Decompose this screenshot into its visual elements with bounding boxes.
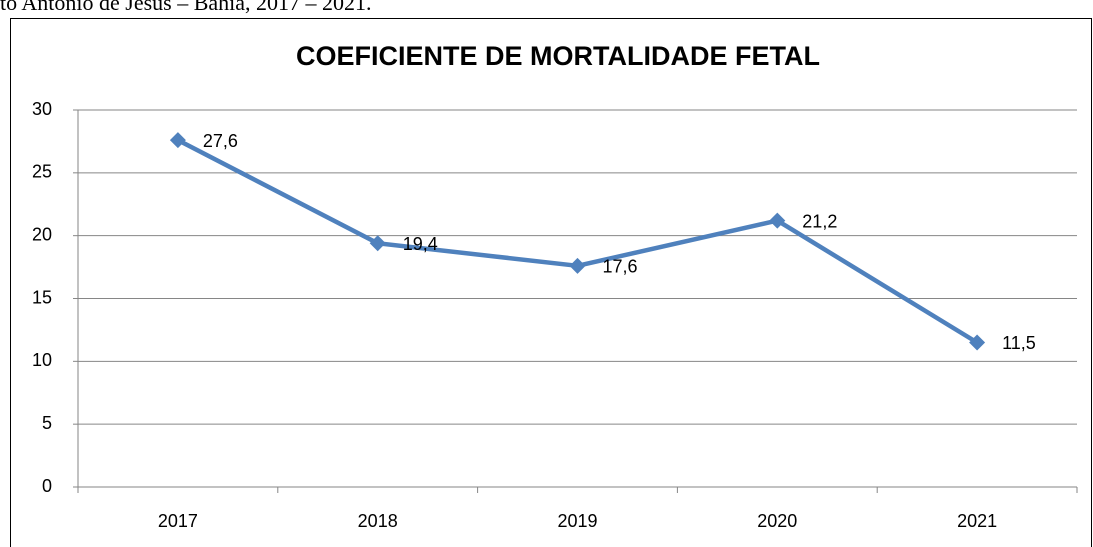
- y-tick-label: 30: [32, 99, 52, 119]
- x-tick-label: 2021: [957, 511, 997, 531]
- data-point: [569, 257, 586, 274]
- y-tick-label: 15: [32, 287, 52, 307]
- chart-title: COEFICIENTE DE MORTALIDADE FETAL: [296, 41, 820, 71]
- x-tick-label: 2020: [757, 511, 797, 531]
- data-point: [369, 235, 386, 252]
- data-label: 19,4: [403, 234, 438, 254]
- data-line: [176, 138, 979, 345]
- y-tick-label: 10: [32, 350, 52, 370]
- y-tick-label: 0: [42, 476, 52, 496]
- data-label: 11,5: [1002, 333, 1036, 353]
- x-tick-label: 2017: [158, 511, 198, 531]
- x-tick-label: 2019: [557, 511, 597, 531]
- chart-border: [10, 18, 1092, 547]
- y-tick-label: 5: [42, 413, 52, 433]
- data-point: [969, 334, 986, 351]
- data-label: 17,6: [603, 257, 638, 277]
- y-tick-label: 25: [32, 162, 52, 182]
- x-tick-label: 2018: [358, 511, 398, 531]
- data-point: [769, 212, 786, 229]
- caption: to Antônio de Jesus – Bahia, 2017 – 2021…: [0, 0, 372, 15]
- data-label: 27,6: [203, 131, 238, 151]
- data-point: [169, 132, 186, 149]
- y-tick-label: 20: [32, 224, 52, 244]
- data-label: 21,2: [802, 211, 837, 231]
